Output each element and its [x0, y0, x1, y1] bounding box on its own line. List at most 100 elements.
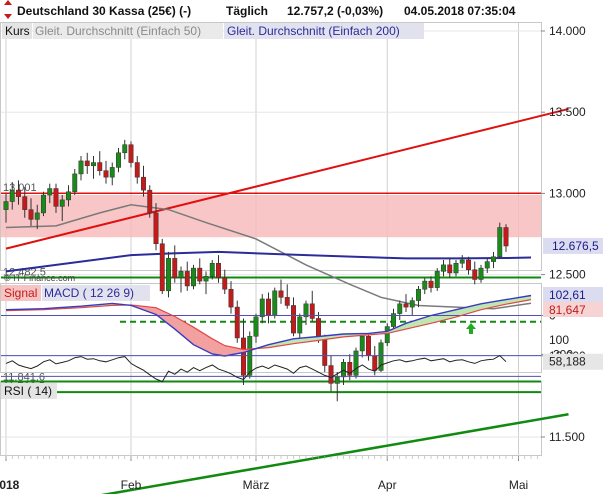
candle-body	[185, 271, 189, 286]
y-tick-label: 12.500	[549, 268, 586, 282]
candle-body	[73, 174, 77, 192]
candle-body	[98, 163, 102, 171]
candle-body	[16, 190, 20, 196]
candle-body	[460, 260, 464, 263]
macd-fill-segment	[215, 341, 218, 355]
candle-body	[435, 271, 439, 287]
candle-body	[485, 262, 489, 268]
candle-body	[166, 258, 170, 290]
candle-body	[179, 271, 183, 277]
candle-body	[235, 307, 239, 338]
macd-fill-segment	[194, 327, 197, 346]
legend-signal: Signal	[4, 286, 37, 300]
candle-body	[304, 304, 308, 317]
candle-body	[129, 145, 133, 163]
candle-body	[66, 192, 70, 200]
x-tick-label: März	[243, 478, 270, 492]
candle-body	[298, 317, 302, 333]
candle-body	[4, 202, 8, 210]
candle-body	[491, 257, 495, 262]
macd-fill-segment	[231, 347, 234, 355]
candle-body	[366, 336, 370, 355]
candle-body	[210, 263, 214, 276]
macd-fill-segment	[228, 346, 231, 355]
candle-body	[323, 340, 327, 366]
candle-body	[23, 197, 27, 210]
legend-kurs: Kurs	[5, 24, 30, 38]
y-tick-label: 11.500	[549, 430, 585, 444]
candle-body	[466, 260, 470, 270]
legend-ma50: Gleit. Durchschnitt (Einfach 50)	[35, 24, 201, 38]
candle-body	[498, 228, 502, 257]
macd-fill-segment	[200, 331, 203, 349]
candle-body	[10, 190, 14, 201]
datetime: 04.05.2018 07:35:04	[404, 4, 516, 18]
x-tick-label: Mai	[509, 478, 528, 492]
legend-rsi: RSI ( 14)	[4, 384, 52, 398]
candle-body	[48, 189, 52, 195]
candle-body	[198, 268, 202, 281]
candle-body	[141, 177, 145, 190]
candle-body	[441, 265, 445, 271]
candle-body	[229, 289, 233, 307]
instrument-title: Deutschland 30 Kassa (25€) (-)	[17, 4, 191, 18]
candle-body	[398, 304, 402, 314]
y-tick-label: 13.000	[549, 186, 586, 200]
candle-body	[285, 297, 289, 305]
macd-fill-segment	[197, 329, 200, 348]
candle-body	[341, 362, 345, 377]
candle-body	[104, 171, 108, 177]
candle-body	[85, 161, 89, 166]
y-tick-label: 13.500	[549, 105, 586, 119]
macd-fill-segment	[209, 337, 212, 354]
candle-body	[429, 281, 433, 287]
rsi-y-tick-label: 100	[549, 333, 569, 347]
candle-body	[329, 366, 333, 384]
candle-body	[254, 317, 258, 336]
candle-body	[154, 213, 158, 244]
macd-value-label: 102,61	[549, 288, 586, 302]
candle-body	[479, 268, 483, 279]
candle-body	[260, 299, 264, 317]
legend-macd: MACD ( 12 26 9)	[44, 286, 134, 300]
legend-ma200: Gleit. Durchschnitt (Einfach 200)	[227, 24, 400, 38]
candle-body	[404, 304, 408, 307]
candle-body	[223, 278, 227, 289]
candle-body	[385, 327, 389, 343]
x-tick-label: Feb	[121, 478, 142, 492]
candle-body	[473, 270, 477, 280]
candle-body	[79, 161, 83, 174]
macd-fill-segment	[225, 346, 228, 356]
candle-body	[191, 268, 195, 286]
candle-body	[454, 263, 458, 273]
candle-body	[148, 190, 152, 213]
candle-body	[360, 336, 364, 351]
resistance-zone	[1, 195, 541, 237]
candle-body	[310, 304, 314, 319]
candle-body	[291, 305, 295, 333]
candle-body	[54, 189, 58, 207]
y-tick-label: 14.000	[549, 24, 586, 38]
candle-body	[354, 351, 358, 375]
rsi-value-label: 58,188	[549, 355, 586, 369]
candle-body	[29, 210, 33, 220]
copyright: © IT-Finance.com	[4, 273, 75, 283]
candle-body	[60, 200, 64, 206]
macd-fill-segment	[203, 333, 206, 351]
candle-body	[423, 281, 427, 289]
candle-body	[135, 163, 139, 178]
candle-body	[41, 195, 45, 213]
candle-body	[173, 258, 177, 277]
candle-body	[216, 263, 220, 278]
candle-body	[279, 291, 283, 297]
macd-fill-segment	[206, 335, 209, 353]
x-tick-label: Apr	[378, 478, 397, 492]
candle-body	[273, 291, 277, 315]
candle-body	[110, 167, 114, 177]
candle-body	[448, 265, 452, 273]
candle-body	[266, 299, 270, 315]
signal-value-label: 81,647	[549, 303, 586, 317]
candle-body	[410, 301, 414, 307]
price-change: 12.757,2 (-0,03%)	[287, 4, 383, 18]
